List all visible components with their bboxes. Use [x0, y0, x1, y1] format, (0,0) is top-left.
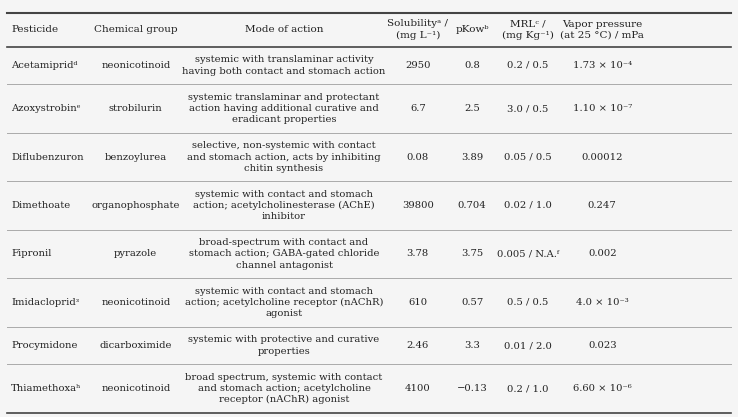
- Text: Imidaclopridᶟ: Imidaclopridᶟ: [11, 298, 79, 307]
- Text: 0.8: 0.8: [464, 61, 480, 70]
- Text: 0.704: 0.704: [458, 201, 486, 210]
- Text: 2.46: 2.46: [407, 341, 429, 350]
- Text: 0.002: 0.002: [588, 249, 616, 259]
- Text: Pesticide: Pesticide: [11, 25, 58, 34]
- Text: Dimethoate: Dimethoate: [11, 201, 70, 210]
- Text: selective, non-systemic with contact
and stomach action, acts by inhibiting
chit: selective, non-systemic with contact and…: [187, 141, 381, 173]
- Text: Fipronil: Fipronil: [11, 249, 52, 259]
- Text: Chemical group: Chemical group: [94, 25, 178, 34]
- Text: 0.02 / 1.0: 0.02 / 1.0: [504, 201, 552, 210]
- Text: 0.01 / 2.0: 0.01 / 2.0: [504, 341, 552, 350]
- Text: Vapor pressure
(at 25 °C) / mPa: Vapor pressure (at 25 °C) / mPa: [560, 20, 644, 40]
- Text: dicarboximide: dicarboximide: [100, 341, 172, 350]
- Text: 0.247: 0.247: [588, 201, 617, 210]
- Text: Thiamethoxaʰ: Thiamethoxaʰ: [11, 384, 82, 393]
- Text: benzoylurea: benzoylurea: [105, 153, 167, 161]
- Text: 610: 610: [408, 298, 427, 307]
- Text: systemic translaminar and protectant
action having additional curative and
eradi: systemic translaminar and protectant act…: [188, 93, 379, 124]
- Text: 3.3: 3.3: [464, 341, 480, 350]
- Text: pyrazole: pyrazole: [114, 249, 157, 259]
- Text: neonicotinoid: neonicotinoid: [101, 384, 170, 393]
- Text: 0.57: 0.57: [461, 298, 483, 307]
- Text: Azoxystrobinᵉ: Azoxystrobinᵉ: [11, 104, 80, 113]
- Text: 6.7: 6.7: [410, 104, 426, 113]
- Text: Diflubenzuron: Diflubenzuron: [11, 153, 83, 161]
- Text: systemic with translaminar activity
having both contact and stomach action: systemic with translaminar activity havi…: [182, 55, 386, 75]
- Text: 3.78: 3.78: [407, 249, 429, 259]
- Text: 4.0 × 10⁻³: 4.0 × 10⁻³: [576, 298, 629, 307]
- Text: pKowᵇ: pKowᵇ: [455, 25, 489, 34]
- Text: 0.05 / 0.5: 0.05 / 0.5: [504, 153, 552, 161]
- Text: 39800: 39800: [402, 201, 434, 210]
- Text: 6.60 × 10⁻⁶: 6.60 × 10⁻⁶: [573, 384, 632, 393]
- Text: 2.5: 2.5: [464, 104, 480, 113]
- Text: MRLᶜ /
(mg Kg⁻¹): MRLᶜ / (mg Kg⁻¹): [502, 20, 554, 40]
- Text: neonicotinoid: neonicotinoid: [101, 298, 170, 307]
- Text: 0.00012: 0.00012: [582, 153, 623, 161]
- Text: systemic with contact and stomach
action; acetylcholine receptor (nAChR)
agonist: systemic with contact and stomach action…: [184, 287, 383, 318]
- Text: organophosphate: organophosphate: [92, 201, 180, 210]
- Text: 0.08: 0.08: [407, 153, 429, 161]
- Text: Acetamipridᵈ: Acetamipridᵈ: [11, 61, 77, 70]
- Text: Solubilityᵃ /
(mg L⁻¹): Solubilityᵃ / (mg L⁻¹): [387, 20, 448, 40]
- Text: systemic with protective and curative
properties: systemic with protective and curative pr…: [188, 335, 379, 356]
- Text: 1.73 × 10⁻⁴: 1.73 × 10⁻⁴: [573, 61, 632, 70]
- Text: 3.75: 3.75: [461, 249, 483, 259]
- Text: neonicotinoid: neonicotinoid: [101, 61, 170, 70]
- Text: −0.13: −0.13: [457, 384, 487, 393]
- Text: 0.005 / N.A.ᶠ: 0.005 / N.A.ᶠ: [497, 249, 559, 259]
- Text: 1.10 × 10⁻⁷: 1.10 × 10⁻⁷: [573, 104, 632, 113]
- Text: 0.5 / 0.5: 0.5 / 0.5: [508, 298, 549, 307]
- Text: 2950: 2950: [405, 61, 430, 70]
- Text: 3.89: 3.89: [461, 153, 483, 161]
- Text: Mode of action: Mode of action: [245, 25, 323, 34]
- Text: broad spectrum, systemic with contact
and stomach action; acetylcholine
receptor: broad spectrum, systemic with contact an…: [185, 373, 382, 404]
- Text: 0.2 / 0.5: 0.2 / 0.5: [508, 61, 549, 70]
- Text: Procymidone: Procymidone: [11, 341, 77, 350]
- Text: systemic with contact and stomach
action; acetylcholinesterase (AChE)
inhibitor: systemic with contact and stomach action…: [193, 190, 375, 221]
- Text: 0.023: 0.023: [588, 341, 616, 350]
- Text: 4100: 4100: [405, 384, 431, 393]
- Text: 3.0 / 0.5: 3.0 / 0.5: [508, 104, 549, 113]
- Text: 0.2 / 1.0: 0.2 / 1.0: [507, 384, 549, 393]
- Text: broad-spectrum with contact and
stomach action; GABA-gated chloride
channel anta: broad-spectrum with contact and stomach …: [189, 239, 379, 269]
- Text: strobilurin: strobilurin: [109, 104, 162, 113]
